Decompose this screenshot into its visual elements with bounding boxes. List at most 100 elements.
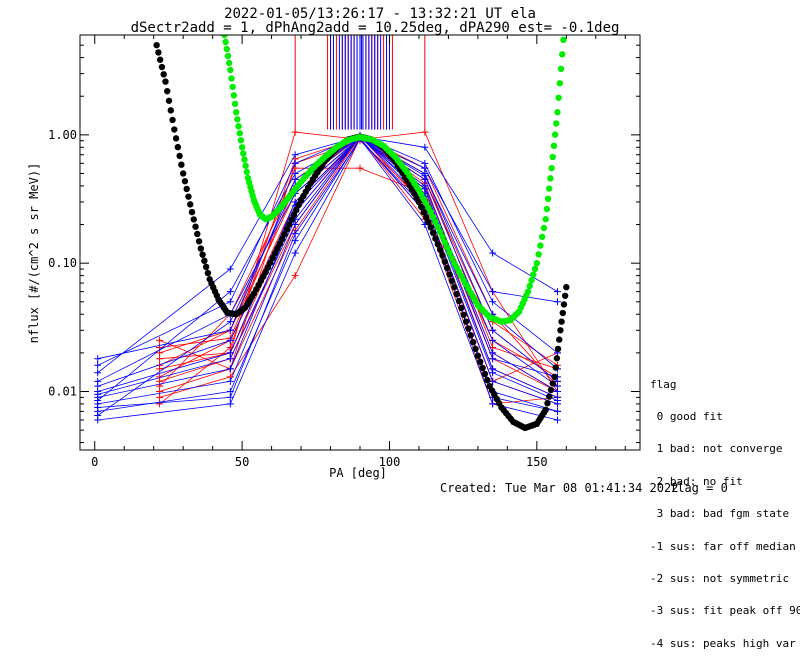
data-point-marker (94, 355, 102, 363)
fit-curve-dot (240, 150, 247, 157)
flag-legend: flag 0 good fit 1 bad: not converge 2 ba… (650, 358, 800, 660)
data-point-marker (226, 355, 234, 363)
profile-line (97, 135, 558, 401)
data-point-marker (94, 390, 102, 398)
data-layer (94, 35, 570, 432)
fit-curve-dot (434, 223, 442, 231)
x-tick-label: 100 (379, 455, 401, 469)
profile-line (97, 135, 558, 405)
fit-curve-dot (269, 254, 276, 262)
data-point-marker (156, 393, 164, 401)
legend-entry: -4 sus: peaks high var (650, 636, 796, 650)
fit-curve-dot (479, 364, 486, 372)
legend-entry: -2 sus: not symmetric (650, 571, 790, 585)
fit-curve-dot (201, 257, 208, 265)
fit-curve-dot (242, 162, 249, 169)
fit-curve-dot (225, 59, 233, 67)
fit-curve-dot (231, 100, 239, 108)
fit-curve-dot (237, 137, 245, 144)
fit-curve-dot (171, 126, 178, 133)
data-point-marker (291, 169, 299, 177)
data-point-marker (291, 128, 299, 136)
data-point-marker (553, 288, 561, 296)
fit-curve-dot (178, 161, 185, 168)
fit-curve-dot (446, 271, 453, 278)
fit-curve-dot (187, 201, 194, 208)
data-point-marker (156, 387, 164, 395)
fit-curve-dot (530, 271, 537, 278)
profile-line (159, 134, 558, 387)
fit-curve-dot (441, 258, 449, 265)
data-point-marker (489, 298, 497, 306)
fit-curve-dot (432, 235, 439, 242)
fit-curve-dot (204, 269, 212, 277)
fit-curve-dot (550, 142, 558, 150)
fit-curve-dot (195, 238, 203, 245)
fit-curve-dot (188, 208, 196, 216)
created-timestamp: Created: Tue Mar 08 01:41:34 2022 (440, 481, 679, 495)
data-point-marker (94, 412, 102, 420)
fit-curve-dot (288, 216, 295, 223)
fit-curve-dot (283, 226, 291, 233)
data-point-marker (94, 369, 102, 377)
x-tick-label: 50 (235, 455, 249, 469)
data-point-marker (291, 230, 299, 238)
fit-curve-dot (467, 332, 475, 339)
fit-curve-dot (293, 206, 300, 214)
fit-curve-dot (462, 318, 470, 325)
fit-curve-dot (526, 282, 533, 290)
fit-curve-dot (156, 56, 164, 63)
fit-curve-dot (458, 304, 465, 312)
legend-entry: -3 sus: fit peak off 90 (650, 604, 800, 618)
fit-curve-dot (194, 230, 201, 238)
fit-curve-dot (276, 240, 284, 247)
fit-curve-dot (469, 338, 477, 346)
fit-curve-dot (223, 45, 230, 53)
fit-curve-dot (243, 168, 251, 176)
fit-curve-dot (165, 97, 173, 104)
data-point-marker (489, 249, 497, 257)
plot-area (94, 35, 570, 432)
fit-curve-dot (429, 213, 437, 221)
data-point-marker (94, 361, 102, 369)
fit-curve-dot (444, 244, 451, 251)
fit-curve-dot (451, 283, 458, 291)
data-point-marker (156, 336, 164, 344)
x-axis-label: PA [deg] (329, 466, 387, 480)
fit-curve-dot (192, 223, 199, 230)
data-point-marker (226, 336, 234, 344)
fit-curve-dot (531, 265, 539, 273)
fit-curve-dot (455, 297, 463, 305)
fit-curve-dot (439, 233, 446, 241)
fit-curve-dot (183, 185, 190, 193)
fit-curve-dot (418, 203, 425, 211)
fit-curve-dot (535, 251, 542, 258)
data-point-marker (291, 249, 299, 257)
profile-line (159, 137, 558, 405)
fit-curve-dot (236, 130, 243, 137)
pitch-angle-chart: 2022-01-05/13:26:17 - 13:32:21 UT ela dS… (27, 6, 641, 480)
legend-title: flag (650, 377, 677, 391)
fit-curve-dot (427, 208, 434, 216)
y-tick-label: 0.10 (48, 256, 77, 270)
fit-curve-dot (238, 144, 246, 151)
chart-title-line2: dSectr2add = 1, dPhAng2add = 10.25deg, d… (131, 20, 620, 36)
data-point-marker (226, 393, 234, 401)
fit-curve-dot (563, 283, 570, 291)
fit-curve-dot (179, 170, 187, 177)
data-point-marker (421, 164, 429, 172)
fit-curve-dot (434, 240, 442, 248)
fit-curve-dot (474, 352, 482, 359)
fit-curve-dot (427, 224, 434, 231)
fit-curve-dot (549, 153, 556, 161)
fit-curve-dot (172, 135, 180, 142)
fit-curve-dot (546, 393, 553, 400)
data-point-marker (94, 404, 102, 412)
fit-curve-dot (164, 87, 171, 95)
fit-curve-dot (441, 239, 449, 246)
fit-curve-dot (477, 358, 484, 366)
fit-curve-dot (274, 245, 281, 252)
data-point-marker (291, 159, 299, 167)
fit-curve-dot (197, 245, 205, 252)
data-point-marker (489, 369, 497, 377)
